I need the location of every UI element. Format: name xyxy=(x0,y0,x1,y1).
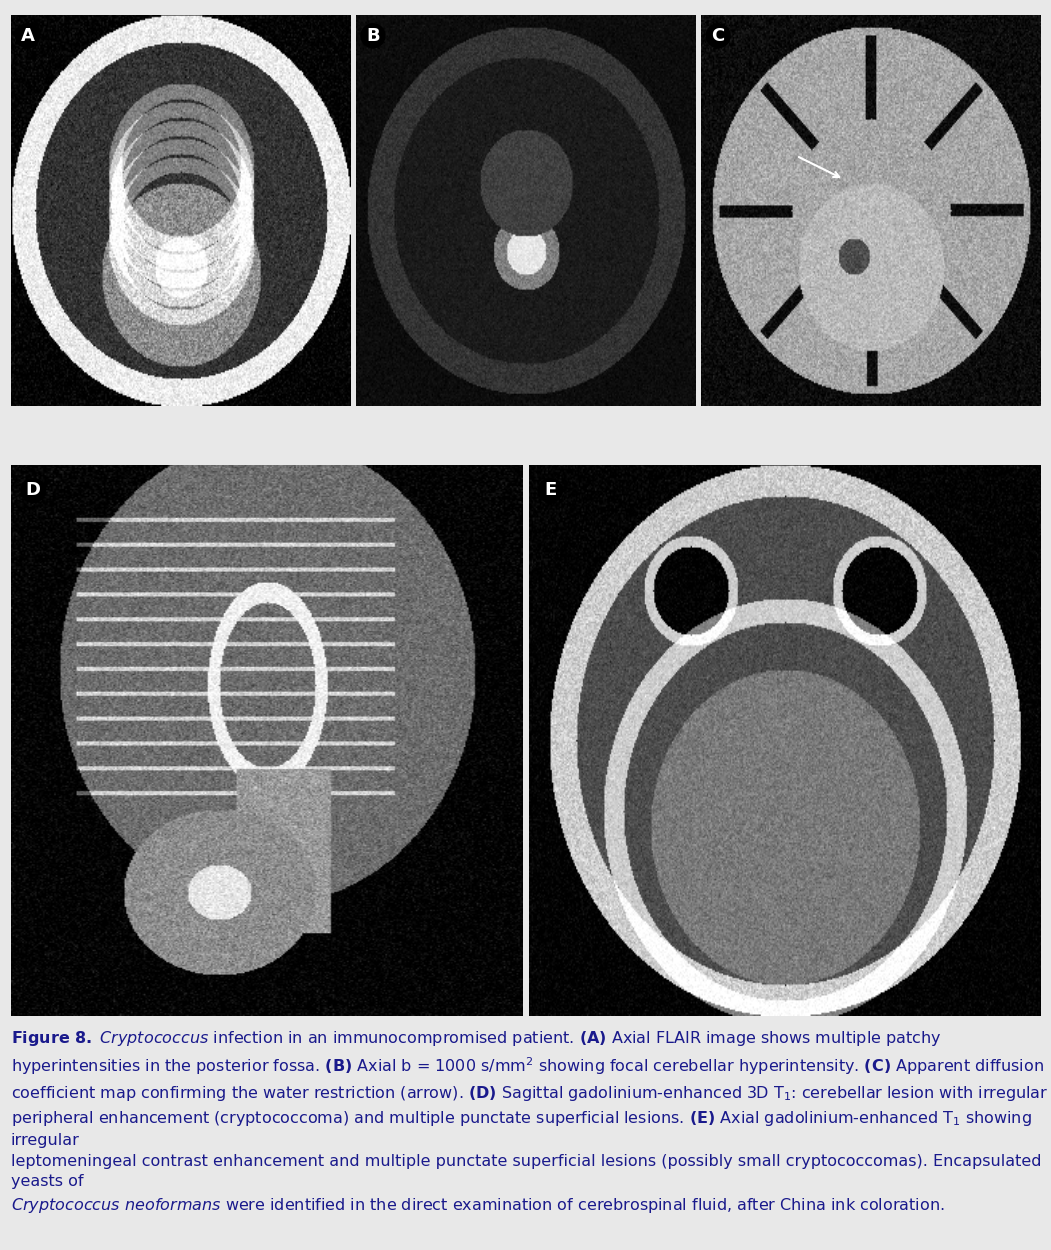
Text: C: C xyxy=(712,26,725,45)
Text: E: E xyxy=(544,481,556,500)
Text: B: B xyxy=(366,26,379,45)
Text: $\bf{Figure\ 8.}$ $\it{Cryptococcus}$ infection in an immunocompromised patient.: $\bf{Figure\ 8.}$ $\it{Cryptococcus}$ in… xyxy=(11,1029,1048,1215)
Text: A: A xyxy=(21,26,35,45)
Text: D: D xyxy=(26,481,41,500)
